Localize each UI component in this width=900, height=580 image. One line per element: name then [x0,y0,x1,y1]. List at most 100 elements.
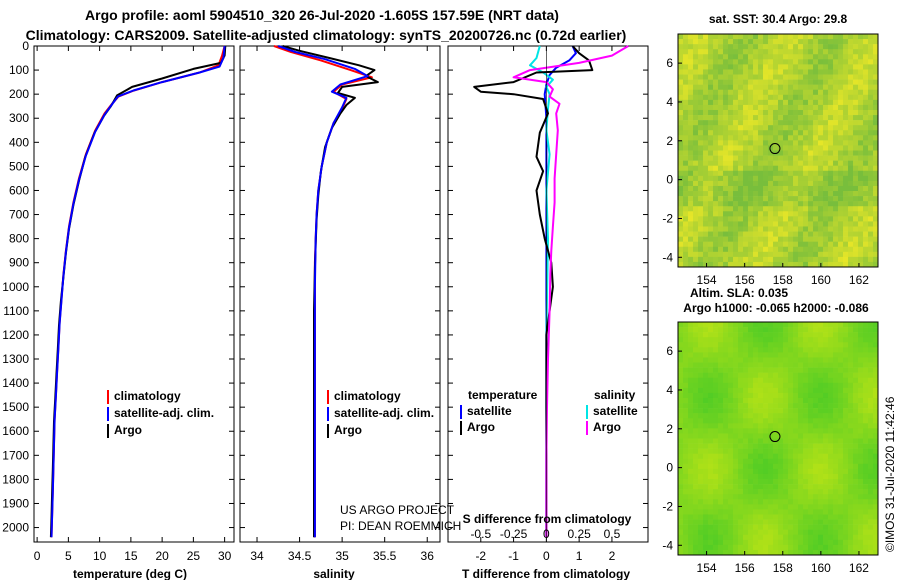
heatmap-cell [778,539,784,546]
heatmap-cell [813,392,819,399]
heatmap-cell [863,453,869,460]
heatmap-cell [738,362,744,368]
heatmap-cell [683,499,689,505]
heatmap-cell [728,104,734,111]
heatmap-cell [798,397,804,404]
heatmap-cell [748,524,754,530]
heatmap-cell [678,428,684,434]
heatmap-cell [748,236,754,242]
heatmap-cell [718,332,724,338]
heatmap-cell [833,185,839,192]
heatmap-cell [683,479,689,485]
heatmap-cell [873,438,879,444]
heatmap-cell [793,382,799,389]
heatmap-cell [778,509,784,515]
heatmap-cell [863,428,869,434]
heatmap-cell [798,246,804,253]
heatmap-cell [863,256,869,263]
heatmap-cell [783,155,789,161]
heatmap-cell [703,494,709,500]
heatmap-cell [823,479,829,485]
heatmap-cell [848,206,854,212]
heatmap-cell [683,150,689,156]
heatmap-cell [728,352,734,358]
heatmap-cell [823,352,829,358]
heatmap-cell [763,256,769,263]
heatmap-cell [733,387,739,394]
heatmap-cell [773,34,779,40]
heatmap-cell [768,499,774,505]
heatmap-cell [698,408,704,414]
heatmap-cell [713,463,719,470]
heatmap-cell [758,489,764,495]
heatmap-cell [823,403,829,409]
heatmap-cell [723,539,729,546]
heatmap-cell [718,89,724,96]
heatmap-cell [748,94,754,101]
heatmap-cell [798,216,804,222]
heatmap-cell [693,251,699,258]
heatmap-cell [823,489,829,495]
heatmap-cell [813,347,819,353]
heatmap-cell [848,387,854,394]
heatmap-cell [768,494,774,500]
heatmap-cell [683,59,689,65]
heatmap-cell [793,261,799,268]
heatmap-cell [683,382,689,389]
heatmap-cell [703,94,709,101]
heatmap-cell [708,130,714,136]
heatmap-cell [708,196,714,202]
heatmap-cell [848,64,854,70]
heatmap-cell [868,352,874,358]
heatmap-cell [808,382,814,389]
heatmap-cell [793,206,799,212]
heatmap-cell [783,413,789,419]
heatmap-cell [873,397,879,404]
heatmap-cell [713,155,719,161]
heatmap-cell [783,69,789,75]
heatmap-cell [678,170,684,177]
heatmap-cell [718,39,724,45]
heatmap-cell [863,196,869,202]
heatmap-cell [708,74,714,80]
heatmap-cell [708,231,714,237]
heatmap-cell [778,135,784,141]
heatmap-cell [733,484,739,490]
heatmap-cell [683,251,689,258]
heatmap-cell [688,332,694,338]
heatmap-cell [793,236,799,242]
heatmap-cell [808,226,814,232]
heatmap-cell [713,130,719,136]
heatmap-cell [718,509,724,515]
heatmap-cell [778,211,784,217]
heatmap-cell [868,236,874,242]
heatmap-cell [778,99,784,106]
heatmap-cell [873,479,879,485]
heatmap-cell [728,84,734,91]
heatmap-cell [698,104,704,111]
heatmap-cell [838,438,844,444]
heatmap-cell [808,165,814,172]
heatmap-cell [818,473,824,480]
heatmap-cell [833,236,839,242]
heatmap-cell [843,226,849,232]
heatmap-cell [788,458,794,465]
heatmap-cell [798,484,804,490]
heatmap-cell [773,423,779,429]
heatmap-cell [808,539,814,546]
heatmap-cell [678,99,684,106]
heatmap-cell [688,423,694,429]
heatmap-cell [803,231,809,237]
heatmap-cell [833,342,839,348]
heatmap-cell [868,216,874,222]
heatmap-cell [773,372,779,379]
heatmap-cell [753,479,759,485]
heatmap-cell [698,155,704,161]
heatmap-cell [708,438,714,444]
heatmap-cell [848,408,854,414]
heatmap-cell [828,332,834,338]
heatmap-cell [798,211,804,217]
heatmap-cell [788,408,794,414]
title-line-1: Argo profile: aoml 5904510_320 26-Jul-20… [85,7,559,23]
